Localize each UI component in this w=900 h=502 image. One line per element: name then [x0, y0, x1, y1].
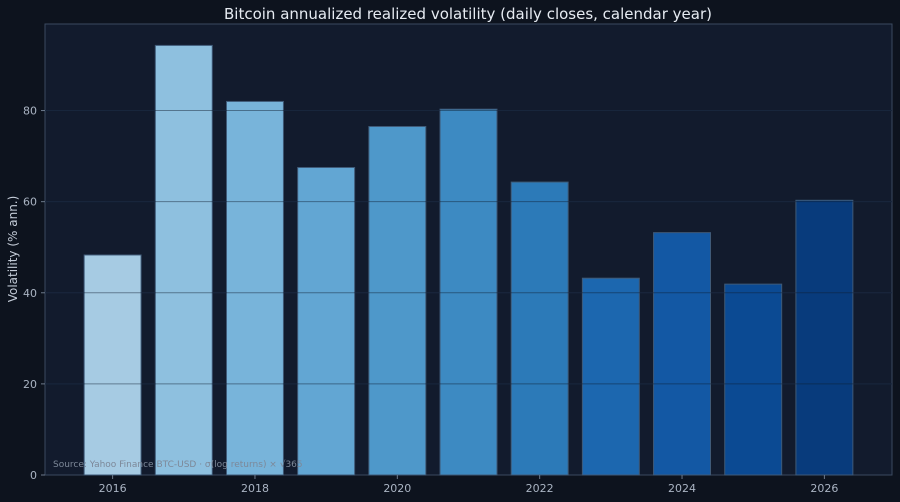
- bar-2024: [653, 232, 712, 476]
- bar-2018: [226, 100, 284, 476]
- y-tick-label: 20: [23, 378, 37, 391]
- bar-2025: [724, 283, 783, 476]
- y-axis-ticks: 0 20 40 60 80: [23, 105, 45, 482]
- x-tick-label: 2022: [526, 482, 554, 495]
- bars: [45, 44, 892, 476]
- bar-2022: [510, 181, 569, 476]
- y-tick-label: 80: [23, 105, 37, 118]
- x-tick-label: 2018: [241, 482, 269, 495]
- x-tick-label: 2020: [383, 482, 411, 495]
- bar-2019: [297, 167, 356, 476]
- y-tick-label: 40: [23, 287, 37, 300]
- x-tick-label: 2016: [99, 482, 127, 495]
- bar-2023: [581, 277, 640, 476]
- x-tick-label: 2026: [810, 482, 838, 495]
- x-tick-label: 2024: [668, 482, 696, 495]
- bar-2026: [795, 199, 854, 476]
- y-tick-label: 0: [30, 469, 37, 482]
- source-note: Source: Yahoo Finance BTC-USD · σ(log re…: [53, 459, 303, 470]
- y-tick-label: 60: [23, 196, 37, 209]
- bar-2016: [83, 254, 142, 476]
- bar-2017: [154, 44, 213, 476]
- bar-2021: [439, 108, 498, 476]
- bar-2020: [368, 126, 427, 476]
- chart-title: Bitcoin annualized realized volatility (…: [224, 5, 712, 23]
- x-axis-ticks: 2016 2018 2020 2022 2024 2026: [99, 475, 838, 495]
- y-axis-label: Volatility (% ann.): [6, 196, 20, 303]
